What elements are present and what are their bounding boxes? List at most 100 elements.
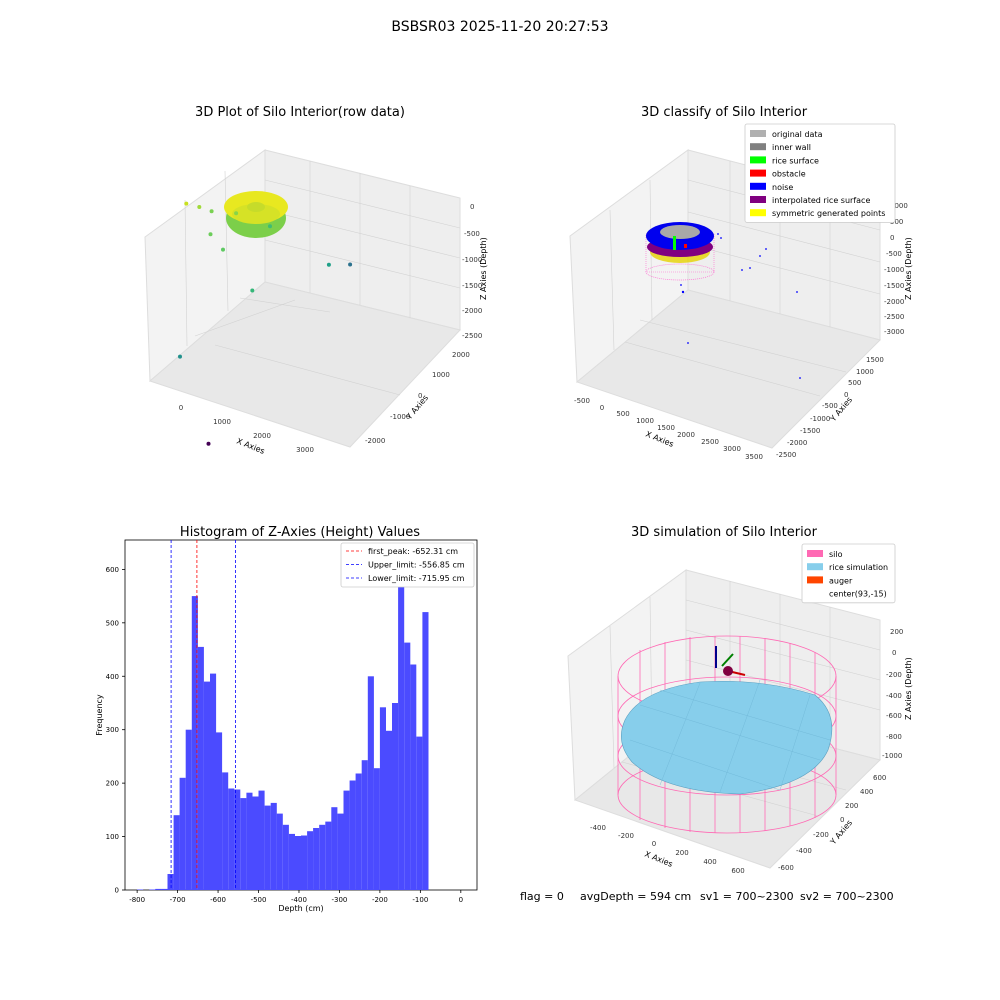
z-tick-label: -800 xyxy=(886,733,902,741)
legend-swatch xyxy=(750,143,766,151)
histogram-bar xyxy=(234,789,241,890)
z-tick-label: 0 xyxy=(890,234,894,242)
histogram-bar xyxy=(398,581,405,890)
x-tick-label: 400 xyxy=(703,858,716,866)
noise-point xyxy=(796,291,798,293)
y-tick-label: 200 xyxy=(106,780,119,788)
legend-swatch xyxy=(750,130,766,137)
legend-swatch xyxy=(750,169,766,177)
y-tick-label: 400 xyxy=(106,673,119,681)
x-tick-label: 1000 xyxy=(636,417,654,425)
x-tick-label: -200 xyxy=(618,832,634,840)
y-tick-label: 500 xyxy=(106,619,119,627)
panel-title: 3D classify of Silo Interior xyxy=(641,105,808,120)
histogram-bar xyxy=(282,824,289,890)
y-tick-label: 0 xyxy=(115,887,119,895)
noise-point xyxy=(681,290,685,294)
panel-title: 3D simulation of Silo Interior xyxy=(631,525,818,540)
x-ticks: -400 -200 0 200 400 600 xyxy=(590,824,745,875)
legend-label: Lower_limit: -715.95 cm xyxy=(368,574,465,583)
x-tick-label: 200 xyxy=(675,849,688,857)
x-tick-label: 3000 xyxy=(296,446,314,454)
legend-label: interpolated rice surface xyxy=(772,196,870,205)
data-point xyxy=(250,288,255,293)
histogram-bar xyxy=(349,780,356,890)
y-tick-label: -1000 xyxy=(390,413,410,421)
y-tick-label: 1500 xyxy=(866,356,884,364)
panel-simulation-3d: 3D simulation of Silo Interior xyxy=(567,525,913,875)
z-tick-label: -1000 xyxy=(882,752,902,760)
histogram-bar xyxy=(386,730,393,890)
histogram-bar xyxy=(246,792,253,890)
histogram-bar xyxy=(288,833,295,890)
z-tick-label: -1000 xyxy=(462,256,482,264)
histogram-bar xyxy=(422,612,429,890)
z-tick-label: -500 xyxy=(464,230,480,238)
noise-point xyxy=(717,233,719,235)
noise-point xyxy=(799,377,801,379)
auger xyxy=(715,646,746,676)
z-tick-label: -500 xyxy=(886,250,902,258)
noise-point xyxy=(687,342,689,344)
panel-raw-3d: 3D Plot of Silo Interior(row data) 0 -50… xyxy=(144,105,488,456)
panel-histogram: Histogram of Z-Axies (Height) Values -80… xyxy=(95,525,478,913)
z-ticks: 0 -500 -1000 -1500 -2000 -2500 xyxy=(462,203,482,340)
x-tick-label: -100 xyxy=(412,896,428,904)
legend-label: silo xyxy=(829,550,843,559)
x-tick-label: 1500 xyxy=(657,424,675,432)
x-axis-label: X Axies xyxy=(644,430,675,449)
y-tick-label: -600 xyxy=(778,864,794,872)
y-tick-label: -200 xyxy=(813,831,829,839)
legend-label: rice simulation xyxy=(829,563,888,572)
histogram-bar xyxy=(185,729,192,890)
z-tick-label: -3000 xyxy=(884,328,904,336)
data-point xyxy=(326,262,331,267)
histogram-bar xyxy=(325,821,332,890)
legend-label: auger xyxy=(829,576,853,585)
histogram-bar xyxy=(161,888,168,890)
limit-lines xyxy=(170,540,236,890)
flag-text: flag = 0 xyxy=(520,890,564,903)
noise-point xyxy=(741,269,743,271)
histogram-bar xyxy=(216,732,223,890)
x-tick-label: 1000 xyxy=(213,418,231,426)
rice-point-cloud xyxy=(224,191,288,238)
z-tick-label: 200 xyxy=(890,628,903,636)
z-tick-label: 0 xyxy=(892,649,896,657)
x-tick-label: -600 xyxy=(210,896,226,904)
x-tick-label: 2000 xyxy=(677,431,695,439)
histogram-bar xyxy=(294,836,301,890)
z-tick-label: -1000 xyxy=(884,266,904,274)
data-point xyxy=(208,232,213,237)
data-point xyxy=(206,441,211,446)
auger-y-arrow xyxy=(721,653,734,667)
x-tick-label: 2000 xyxy=(253,432,271,440)
z-ticks: 200 0 -200 -400 -600 -800 -1000 xyxy=(882,628,903,760)
data-point xyxy=(209,209,214,214)
histogram-bar xyxy=(276,813,283,890)
y-ticks: -600 -400 -200 0 200 400 600 xyxy=(778,774,886,872)
floor xyxy=(149,281,461,448)
histogram-bar xyxy=(331,807,338,890)
data-point xyxy=(221,247,225,252)
z-tick-label: -2000 xyxy=(462,307,482,315)
z-tick-label: -600 xyxy=(886,712,902,720)
histogram-bar xyxy=(313,828,320,890)
legend-swatch xyxy=(750,182,766,190)
histogram-bar xyxy=(240,798,247,890)
legend-swatch xyxy=(750,196,766,203)
y-axis-label: Frequency xyxy=(95,694,104,736)
y-tick-label: -2000 xyxy=(365,437,385,445)
data-point xyxy=(184,201,189,206)
z-tick-label: -2500 xyxy=(462,332,482,340)
inner-wall xyxy=(660,225,700,239)
histogram-bars xyxy=(137,581,429,890)
histogram-bar xyxy=(343,790,350,890)
histogram-bar xyxy=(258,790,265,890)
noise-points xyxy=(680,233,801,379)
raw-data-points xyxy=(178,201,353,446)
x-tick-label: 3500 xyxy=(745,453,763,461)
histogram-bar xyxy=(137,889,144,890)
y-tick-label: 600 xyxy=(106,566,119,574)
histogram-bar xyxy=(197,646,204,890)
